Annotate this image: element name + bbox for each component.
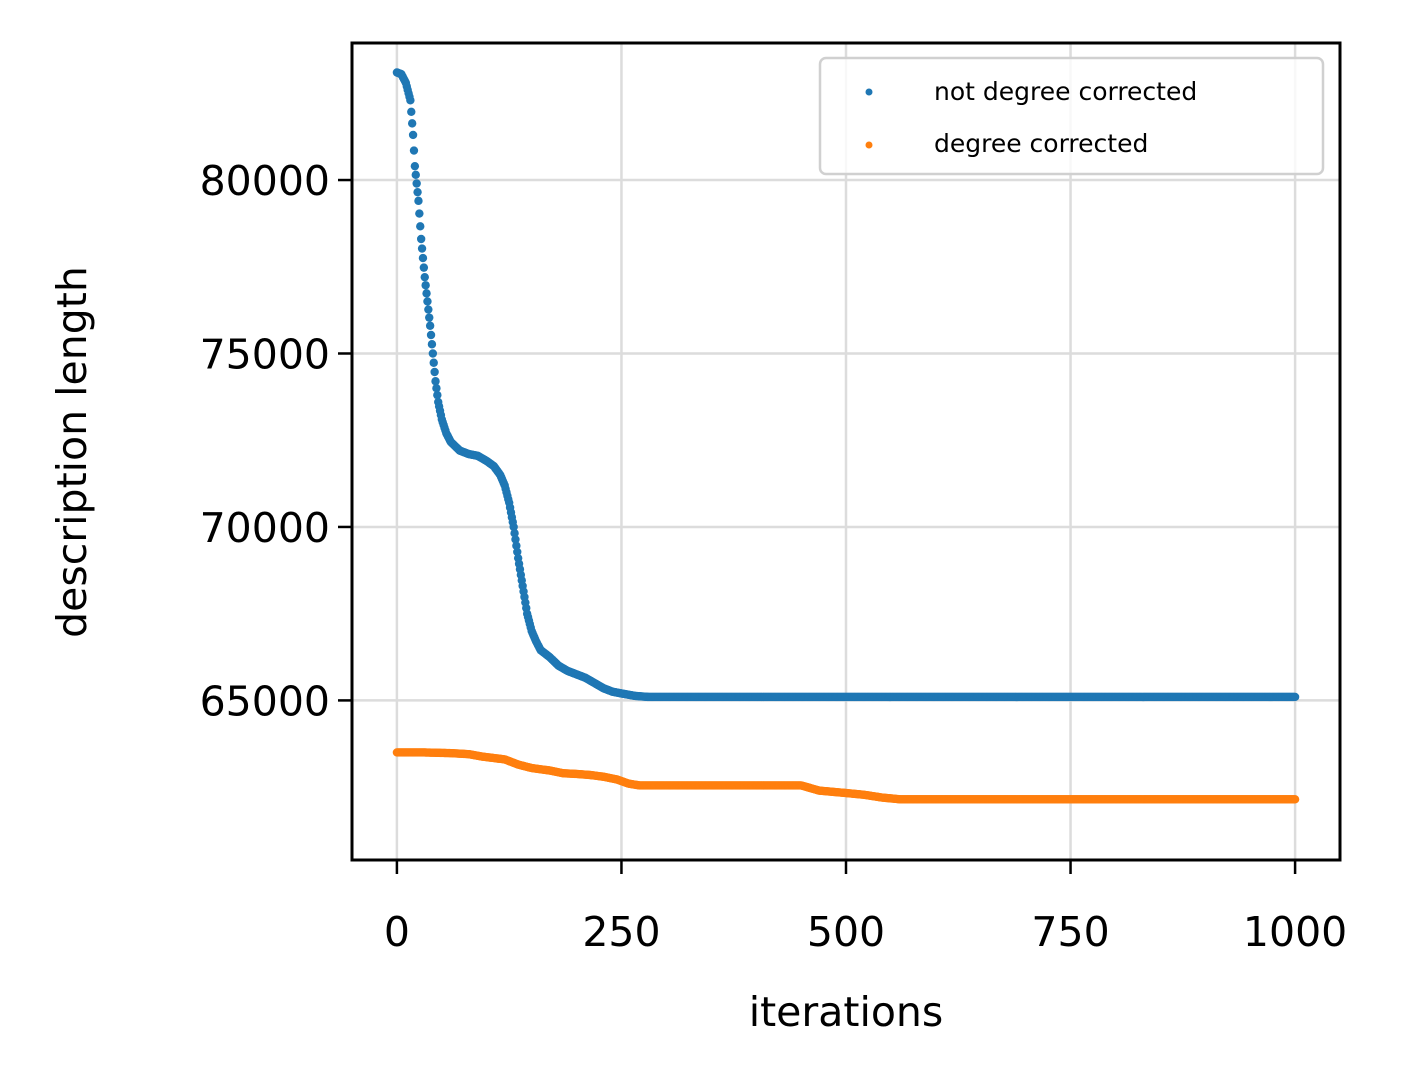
point-not-degree-corrected (421, 281, 430, 290)
point-not-degree-corrected (512, 541, 521, 550)
x-tick-label: 1000 (1243, 908, 1347, 956)
point-not-degree-corrected (425, 313, 434, 322)
legend-marker-degree-corrected (865, 141, 873, 149)
x-axis: 0 250 500 750 1000 (384, 860, 1347, 956)
point-not-degree-corrected (424, 305, 433, 314)
point-not-degree-corrected (407, 119, 417, 128)
point-degree-corrected (1290, 795, 1300, 804)
point-not-degree-corrected (428, 349, 438, 358)
point-not-degree-corrected (416, 234, 426, 244)
legend: not degree corrected degree corrected (818, 56, 1325, 176)
point-not-degree-corrected (410, 161, 420, 171)
point-not-degree-corrected (510, 529, 519, 538)
scatter-points (392, 68, 1300, 804)
point-not-degree-corrected (408, 130, 418, 140)
point-not-degree-corrected (430, 367, 439, 377)
point-not-degree-corrected (429, 358, 438, 367)
legend-label-not-degree-corrected: not degree corrected (934, 77, 1197, 106)
point-not-degree-corrected (420, 272, 429, 282)
x-axis-label: iterations (749, 988, 944, 1036)
x-tick-label: 750 (1031, 908, 1109, 956)
point-not-degree-corrected (427, 340, 437, 349)
point-not-degree-corrected (422, 289, 431, 298)
point-not-degree-corrected (417, 244, 427, 253)
point-not-degree-corrected (425, 321, 435, 330)
point-not-degree-corrected (407, 107, 416, 117)
x-tick-label: 0 (384, 908, 410, 956)
point-not-degree-corrected (412, 179, 421, 188)
point-not-degree-corrected (511, 535, 520, 544)
point-not-degree-corrected (419, 263, 429, 272)
point-not-degree-corrected (413, 187, 422, 197)
point-not-degree-corrected (513, 547, 522, 557)
point-not-degree-corrected (431, 377, 440, 386)
y-tick-label: 75000 (200, 330, 330, 378)
legend-marker-not-degree-corrected (865, 88, 873, 96)
y-axis-label: description length (48, 266, 96, 638)
x-tick-label: 250 (582, 908, 660, 956)
y-tick-label: 65000 (200, 677, 330, 725)
point-not-degree-corrected (411, 170, 420, 180)
point-not-degree-corrected (415, 209, 424, 218)
point-not-degree-corrected (406, 96, 415, 105)
point-not-degree-corrected (409, 146, 419, 155)
legend-label-degree-corrected: degree corrected (934, 129, 1148, 158)
point-not-degree-corrected (423, 297, 432, 306)
y-tick-label: 70000 (200, 504, 330, 552)
x-tick-label: 500 (807, 908, 885, 956)
y-tick-label: 80000 (200, 157, 330, 205)
point-not-degree-corrected (433, 390, 442, 400)
legend-box (818, 56, 1325, 176)
point-not-degree-corrected (414, 196, 423, 206)
point-not-degree-corrected (432, 383, 441, 393)
point-not-degree-corrected (416, 222, 425, 231)
point-not-degree-corrected (1290, 692, 1300, 702)
point-not-degree-corrected (509, 522, 518, 532)
point-not-degree-corrected (426, 330, 436, 340)
point-not-degree-corrected (418, 253, 428, 263)
y-axis: 65000 70000 75000 80000 (200, 157, 352, 725)
